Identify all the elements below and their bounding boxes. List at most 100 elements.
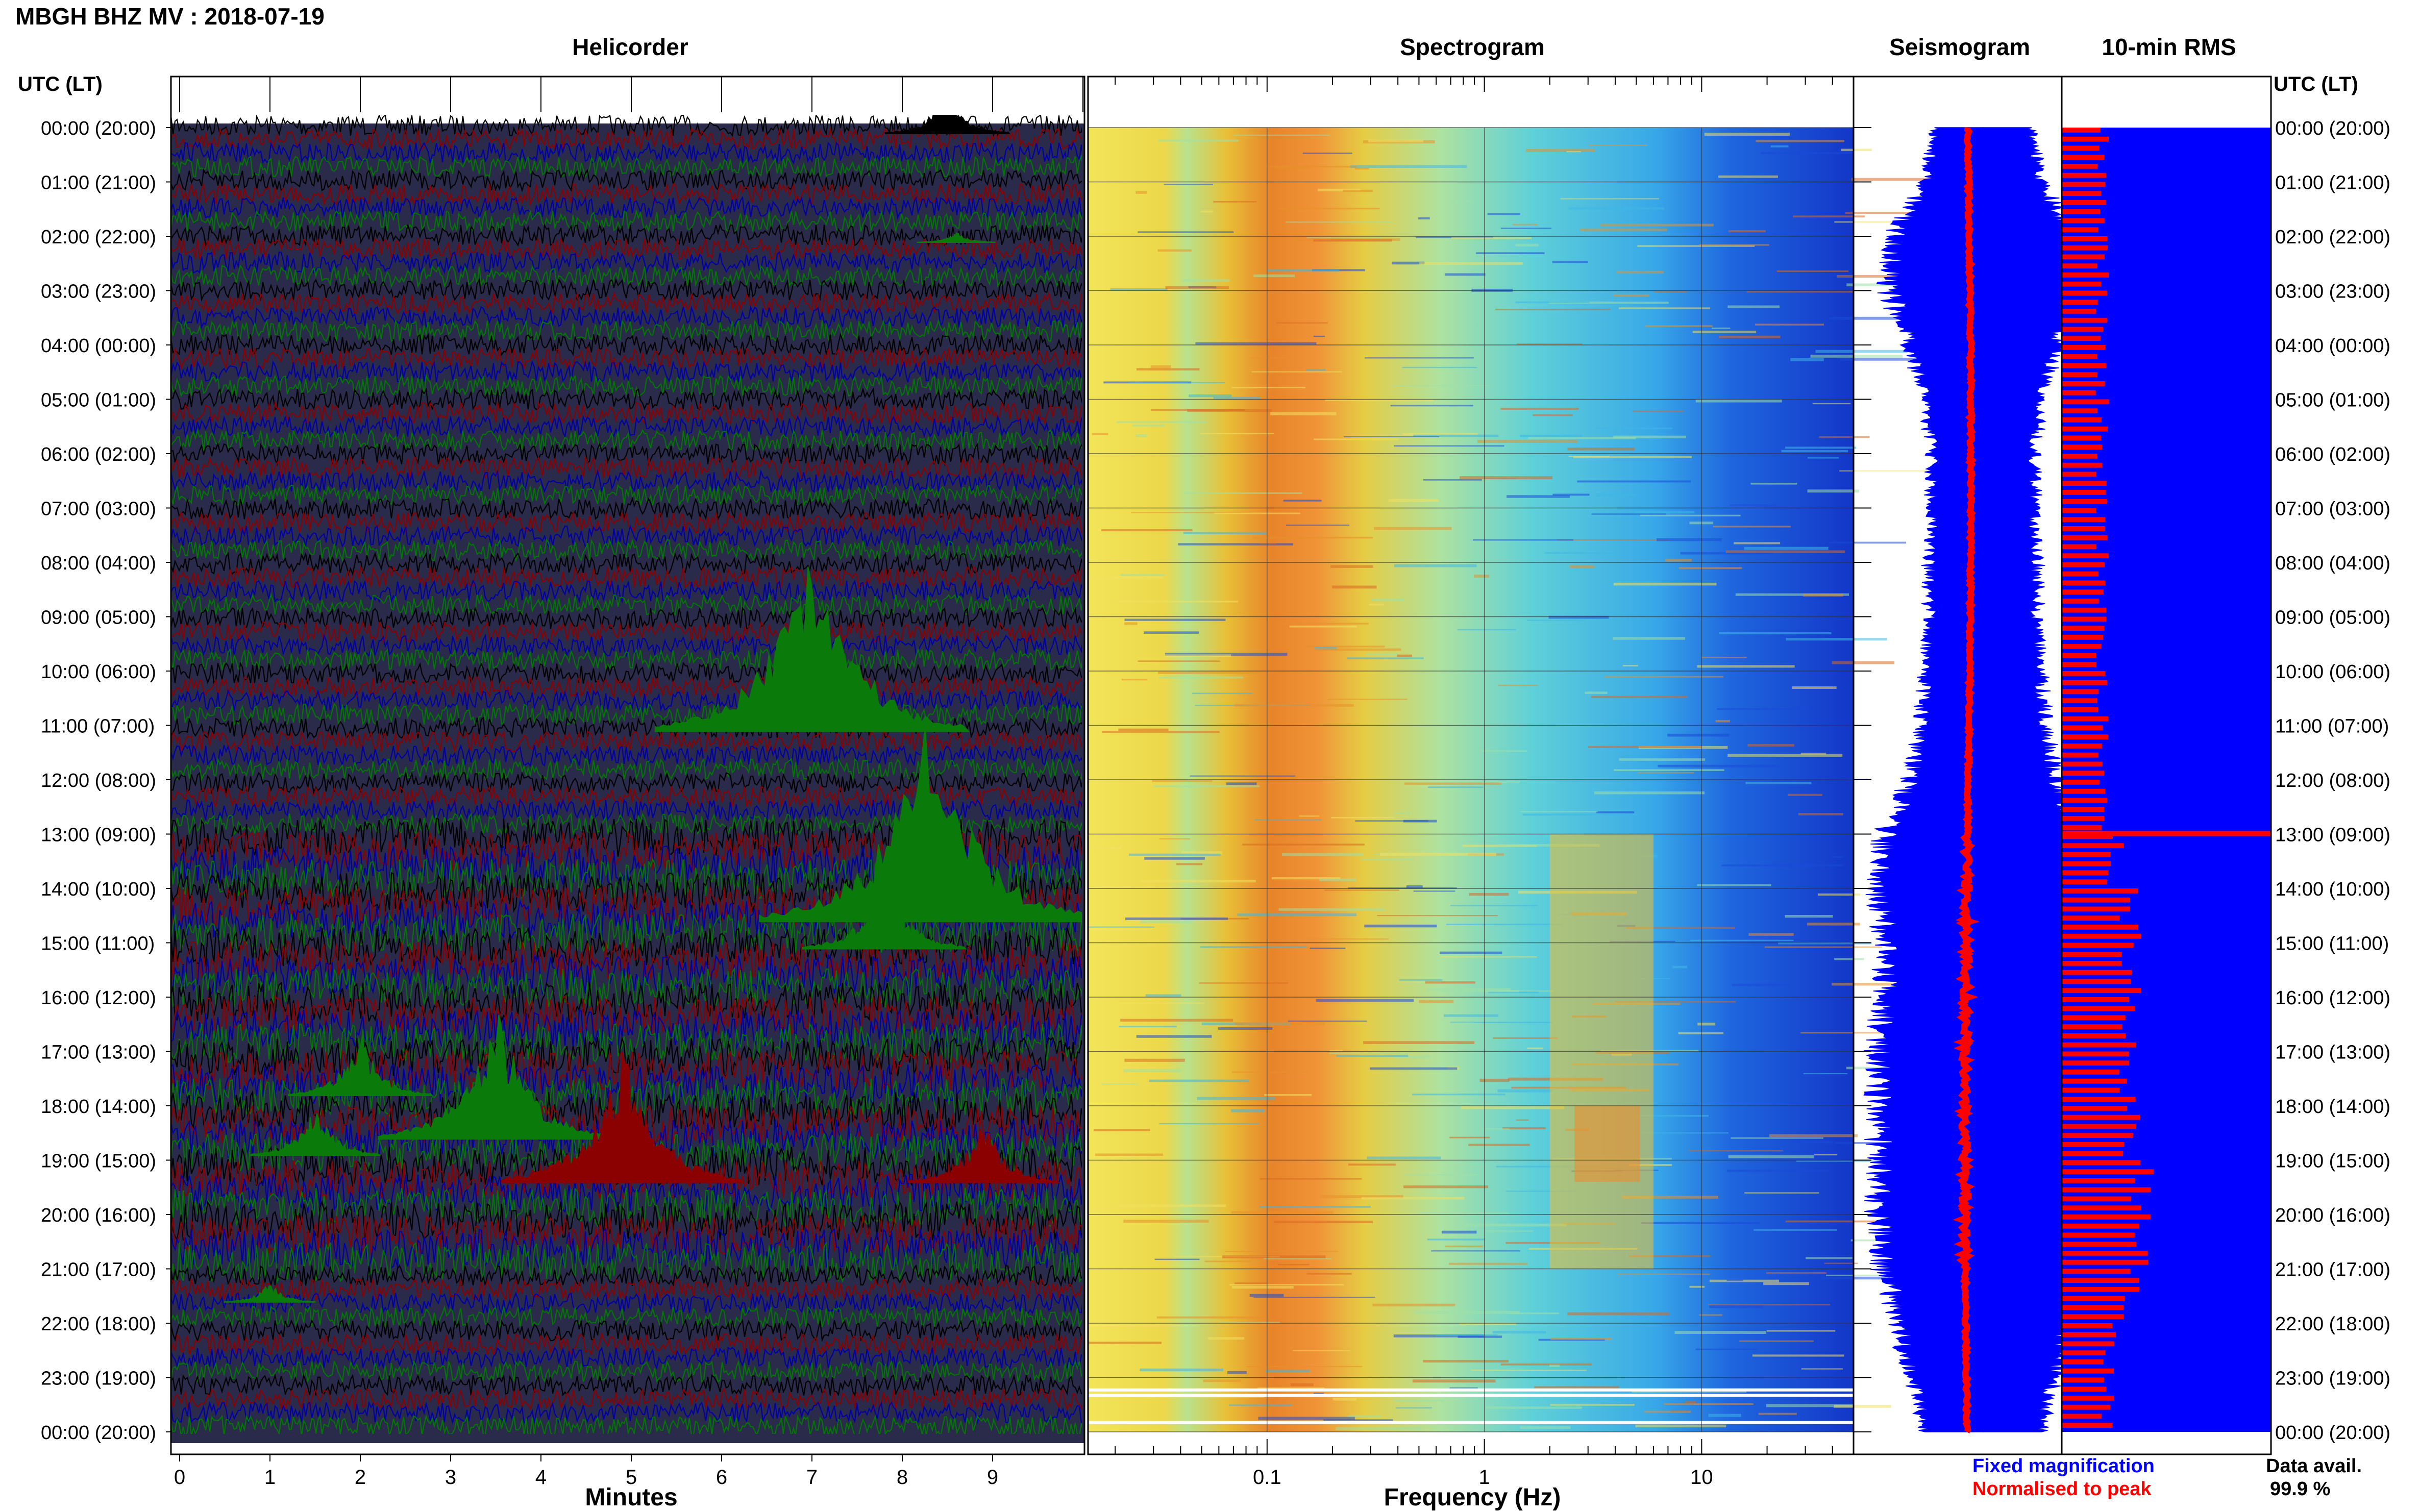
helicorder-trace-line — [171, 222, 1082, 247]
spectrogram-streak — [1257, 1387, 1325, 1390]
spectrogram-streak — [1479, 1079, 1510, 1082]
rms-normalised-bar — [2062, 716, 2108, 722]
time-label-left: 15:00 (11:00) — [41, 933, 155, 955]
spectrogram-streak — [1282, 853, 1363, 856]
spectrogram-streak — [1253, 274, 1295, 278]
spectrogram-streak — [1144, 631, 1199, 634]
spectrogram-streak — [1596, 811, 1635, 813]
spectrogram-streak — [1730, 504, 1776, 506]
time-label-right: 04:00 (00:00) — [2275, 335, 2390, 357]
spectrogram-streak — [1550, 1337, 1612, 1341]
spectrogram-streak — [1347, 657, 1424, 659]
rms-normalised-bar — [2062, 816, 2105, 821]
rms-normalised-bar — [2062, 1015, 2126, 1021]
rms-normalised-bar — [2062, 145, 2100, 151]
helicorder-trace-line — [171, 743, 1082, 768]
spectrogram-streak — [1158, 676, 1243, 679]
spectrogram-streak — [1158, 671, 1263, 674]
spectrogram-streak — [1265, 1370, 1310, 1373]
spectrogram-streak — [1251, 371, 1342, 373]
spectrogram-streak — [1235, 1022, 1325, 1025]
helicorder-trace-line — [171, 318, 1082, 343]
spectrogram-streak — [1273, 1221, 1373, 1223]
spectrogram-streak — [1119, 1026, 1177, 1028]
rms-normalised-bar — [2062, 1242, 2137, 1247]
rms-normalised-bar — [2062, 290, 2107, 296]
rms-normalised-bar — [2062, 761, 2103, 767]
spectrogram-streak — [1785, 915, 1833, 918]
spectrogram-streak — [1145, 994, 1181, 997]
spectrogram-streak — [1801, 1368, 1843, 1370]
spectrogram-streak — [1719, 632, 1832, 634]
rms-normalised-bar — [2062, 1124, 2136, 1129]
spectrogram-streak — [1440, 956, 1537, 958]
rms-normalised-bar — [2062, 562, 2105, 567]
spectrogram-streak — [1639, 1132, 1729, 1134]
helicorder-trace-line — [171, 757, 1082, 782]
spectrogram-streak — [1450, 201, 1472, 203]
spectrogram-streak — [1577, 480, 1691, 483]
spectrogram-streak — [1313, 239, 1393, 242]
rms-normalised-bar — [2062, 1314, 2124, 1320]
spectrogram-streak — [1721, 864, 1843, 866]
rms-normalised-bar — [2062, 852, 2111, 857]
spectrogram-streak — [1189, 394, 1232, 398]
rms-normalised-bar — [2062, 172, 2106, 178]
rms-normalised-bar — [2062, 535, 2108, 540]
spectrogram-streak — [1619, 758, 1705, 761]
rms-normalised-bar — [2062, 363, 2106, 368]
spectrogram-streak — [1796, 1160, 1903, 1162]
spectrogram-streak — [1372, 1303, 1455, 1307]
spectrogram-streak — [1165, 286, 1229, 289]
spectrogram-streak — [1568, 456, 1610, 458]
spectrogram-streak — [1455, 781, 1520, 783]
spectrogram-streak — [1235, 1282, 1268, 1284]
spectrogram-streak — [1552, 261, 1588, 263]
spectrogram-streak — [1390, 405, 1473, 407]
spectrogram-streak — [1423, 479, 1482, 481]
helicorder-event — [908, 1128, 1060, 1183]
spectrogram-streak — [1708, 1304, 1831, 1306]
helicorder-trace-line — [171, 633, 1082, 658]
helicorder-trace-line — [171, 1373, 1082, 1397]
rms-normalised-bar — [2062, 553, 2109, 559]
spectrogram-streak — [1747, 291, 1855, 293]
spectrogram-streak — [1295, 938, 1389, 940]
helicorder-trace-line — [171, 140, 1082, 165]
rms-normalised-bar — [2062, 607, 2106, 613]
rms-normalised-bar — [2062, 1359, 2104, 1365]
spectrogram-streak — [1270, 412, 1337, 415]
helicorder-trace-line — [171, 606, 1082, 630]
spectrogram-streak — [1806, 1257, 1853, 1259]
spectrogram-streak — [1658, 764, 1780, 767]
time-label-right: 03:00 (23:00) — [2275, 281, 2390, 303]
time-label-left: 05:00 (01:00) — [41, 390, 156, 411]
spectrogram-streak — [1124, 622, 1138, 625]
spectrogram-streak — [1330, 565, 1373, 568]
helicorder-trace-line — [171, 510, 1082, 535]
rms-normalised-bar — [2062, 1169, 2154, 1175]
rms-normalised-bar — [2062, 399, 2109, 405]
spectrogram-streak — [1785, 447, 1857, 449]
spectrogram-streak — [1512, 224, 1538, 226]
spectrogram-streak — [1589, 144, 1647, 146]
rms-normalised-bar — [2062, 589, 2104, 595]
helicorder-trace-line — [171, 333, 1082, 357]
spectrogram-streak — [1159, 1123, 1260, 1125]
time-label-left: 01:00 (21:00) — [41, 172, 156, 194]
helicorder-trace-line — [171, 456, 1082, 480]
spectrogram-streak — [1615, 1001, 1736, 1003]
spectrogram-streak — [1136, 368, 1200, 370]
helicorder-xlabel: Minutes — [585, 1484, 677, 1511]
spectrogram-streak — [1837, 275, 1949, 278]
helicorder-event — [288, 1036, 433, 1097]
spectrogram-streak — [1520, 811, 1598, 812]
spectrogram-streak — [1569, 565, 1595, 568]
spectrogram-streak — [1431, 1250, 1520, 1252]
helicorder-trace-line — [171, 1227, 1082, 1269]
rms-normalised-bar — [2062, 345, 2106, 350]
time-label-left: 14:00 (10:00) — [41, 879, 156, 900]
rms-normalised-bar — [2062, 164, 2098, 169]
spectrogram-streak — [1517, 343, 1583, 345]
helicorder-trace-line — [171, 1264, 1082, 1288]
